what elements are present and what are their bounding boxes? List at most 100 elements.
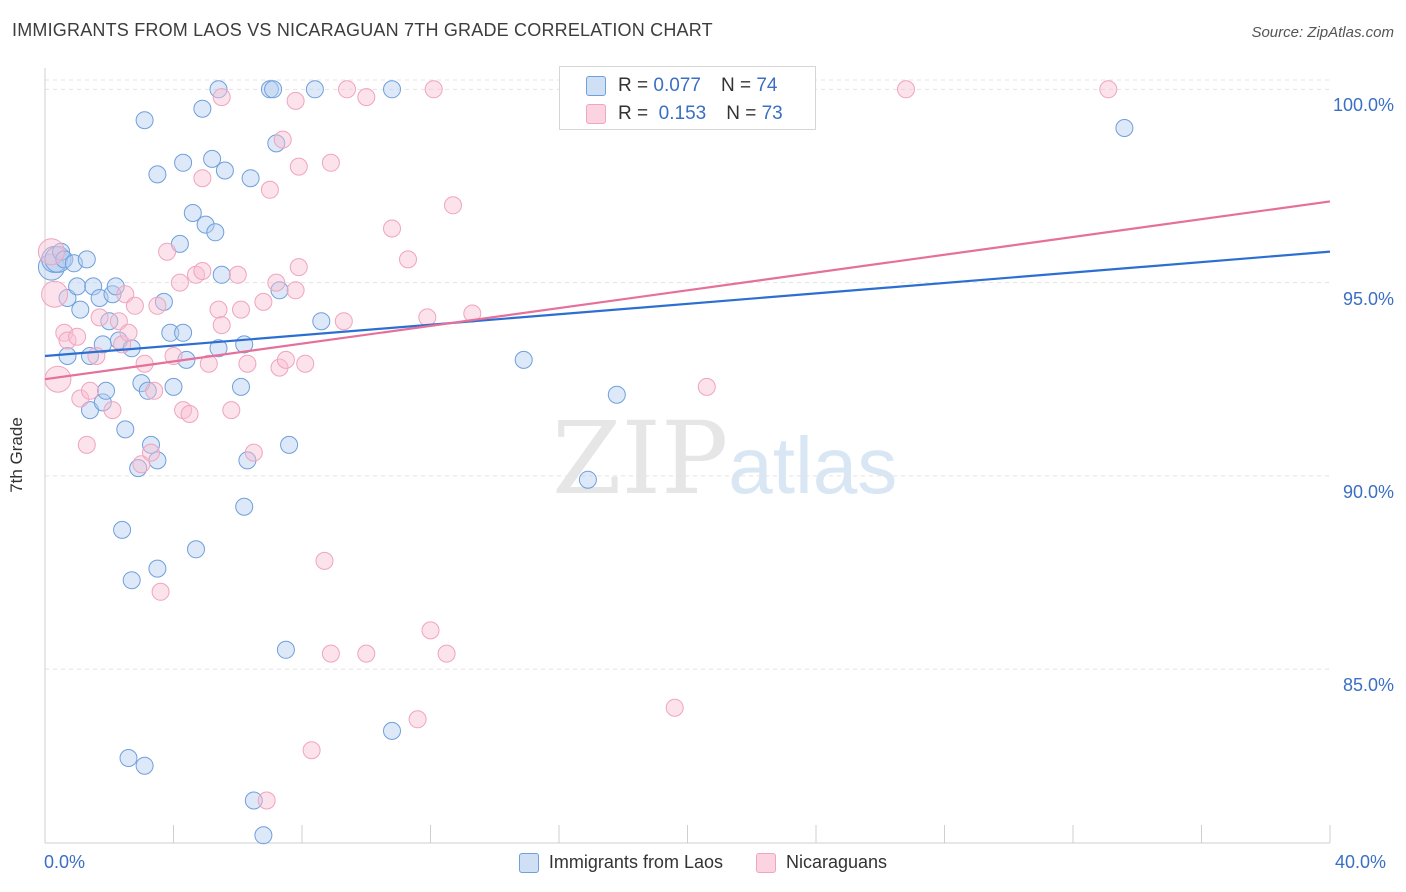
laos-point: [244, 791, 263, 810]
laos-point: [135, 756, 154, 775]
nicaraguans-point: [437, 644, 456, 663]
legend-item-nicaraguans[interactable]: Nicaraguans: [756, 852, 887, 873]
nicaraguans-point: [260, 180, 279, 199]
stats-legend: R = 0.077 N = 74 R = 0.153 N = 73: [559, 66, 816, 130]
watermark-atlas: atlas: [728, 421, 898, 510]
nicaraguans-point: [222, 401, 241, 420]
nicaraguans-point: [212, 316, 231, 335]
laos-point: [607, 385, 626, 404]
nicaraguans-point: [238, 354, 257, 373]
laos-point: [161, 323, 180, 342]
laos-legend-swatch: [518, 852, 539, 873]
nicaraguans-point: [41, 280, 69, 308]
laos-point: [106, 277, 125, 296]
laos-point: [514, 350, 533, 369]
laos-point: [93, 393, 112, 412]
laos-point: [142, 435, 160, 454]
nicaraguans-point: [315, 551, 334, 570]
laos-point: [84, 277, 103, 296]
laos-point: [203, 149, 222, 168]
legend-label-laos: Immigrants from Laos: [548, 852, 723, 872]
nicaraguans-point: [109, 312, 128, 331]
nicaraguans-point: [44, 365, 72, 393]
nicaraguans-point: [267, 273, 286, 292]
nicaraguans-point: [286, 281, 305, 300]
nicaraguans-point: [302, 741, 321, 760]
nicaraguans-point: [199, 354, 218, 373]
laos-point: [215, 161, 234, 180]
r-label: R =: [618, 103, 649, 124]
laos-point: [58, 347, 77, 365]
laos-point: [280, 435, 299, 454]
laos-point: [276, 640, 295, 659]
nicaraguans-point: [289, 258, 308, 277]
nicaraguans-point: [697, 377, 716, 396]
nicaraguans-point: [58, 331, 77, 350]
y-tick-label: 95.0%: [1342, 288, 1394, 309]
y-tick-label: 100.0%: [1332, 95, 1394, 116]
nicaraguans-point: [383, 219, 401, 238]
nicaraguans-point: [1099, 80, 1118, 99]
nicaraguans-point: [145, 381, 164, 400]
n-label: N =: [726, 103, 757, 124]
nicaraguans-point: [193, 169, 212, 188]
legend-item-laos[interactable]: Immigrants from Laos: [518, 852, 723, 873]
laos-point: [138, 381, 157, 400]
nicaraguans-point: [665, 698, 684, 717]
nicaraguans-point: [81, 381, 99, 400]
nicaraguans-point: [103, 401, 122, 420]
nicaraguans-point: [170, 273, 189, 292]
nicaraguans-point: [334, 312, 353, 331]
nicaraguans-point: [209, 300, 228, 319]
nicaraguans-point: [244, 443, 263, 462]
nicaraguans-legend-swatch: [756, 852, 776, 873]
y-tick-label: 85.0%: [1342, 675, 1394, 696]
nicaraguans-point: [424, 80, 443, 99]
laos-point: [135, 111, 154, 130]
nicaraguans-point: [90, 308, 109, 327]
laos-point: [122, 571, 141, 590]
laos-point: [254, 826, 273, 845]
r-value-nicaraguans: 0.153: [658, 103, 707, 124]
nicaraguans-point: [193, 262, 212, 280]
nicaraguans-trend-line: [44, 200, 1331, 381]
nicaraguans-point: [116, 285, 135, 304]
data-points: [37, 80, 1134, 845]
laos-point: [264, 80, 283, 99]
nicaraguans-point: [257, 791, 276, 810]
laos-point: [1115, 119, 1134, 137]
nicaraguans-point: [408, 710, 427, 729]
laos-point: [241, 169, 260, 188]
laos-point: [578, 470, 597, 489]
nicaraguans-point: [87, 347, 106, 365]
laos-point: [193, 99, 212, 118]
laos-point: [174, 153, 193, 172]
laos-point: [116, 420, 135, 439]
laos-point: [212, 265, 231, 284]
laos-point: [148, 559, 167, 578]
watermark-zip: ZIP: [552, 400, 729, 517]
nicaraguans-point: [180, 405, 199, 423]
stats-row-laos: R = 0.077 N = 74: [560, 72, 777, 100]
nicaraguans-point: [286, 91, 305, 110]
nicaraguans-point: [321, 153, 340, 172]
nicaraguans-point: [232, 300, 250, 319]
nicaraguans-point: [148, 296, 167, 315]
laos-point: [383, 80, 401, 99]
nicaraguans-point: [151, 582, 170, 601]
nicaraguans-point: [77, 435, 96, 454]
grid-lines: [45, 79, 1330, 670]
laos-point: [187, 540, 205, 559]
nicaraguans-point: [289, 157, 308, 176]
nicaraguans-point: [212, 88, 231, 107]
trend-lines: [44, 200, 1331, 381]
nicaraguans-point: [158, 242, 177, 261]
nicaraguans-point: [276, 350, 295, 369]
laos-point: [196, 215, 215, 234]
laos-point: [235, 497, 254, 516]
laos-swatch: [586, 76, 606, 96]
nicaraguans-point: [119, 323, 138, 342]
n-value-nicaraguans: 73: [761, 103, 783, 124]
laos-point: [206, 223, 225, 242]
x-tick-max: 40.0%: [1335, 852, 1387, 872]
